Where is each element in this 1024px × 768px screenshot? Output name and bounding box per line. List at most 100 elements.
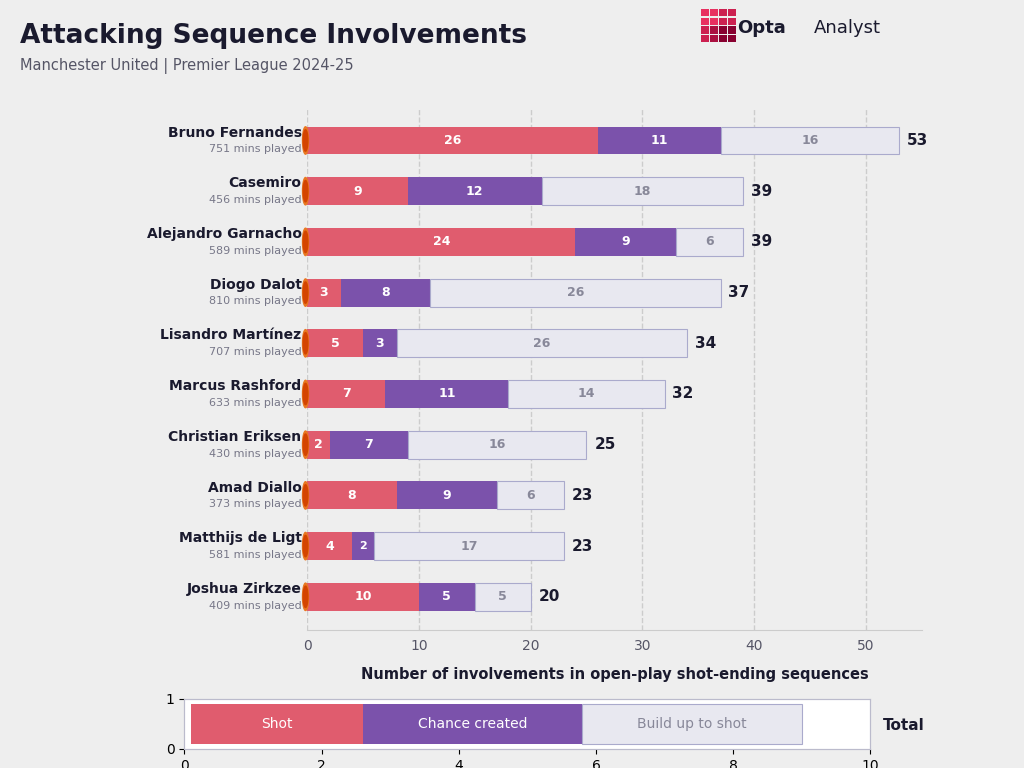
Bar bbox=[711, 18, 718, 25]
Text: 6: 6 bbox=[526, 489, 535, 502]
Text: 24: 24 bbox=[432, 235, 450, 248]
Text: 9: 9 bbox=[442, 489, 452, 502]
Circle shape bbox=[303, 282, 308, 303]
Text: Total: Total bbox=[883, 718, 925, 733]
Text: 5: 5 bbox=[499, 591, 507, 604]
Text: 409 mins played: 409 mins played bbox=[209, 601, 302, 611]
Bar bbox=[542, 177, 742, 205]
Text: 11: 11 bbox=[650, 134, 668, 147]
Text: Opta: Opta bbox=[737, 19, 786, 37]
Text: 17: 17 bbox=[461, 540, 478, 553]
Text: 7: 7 bbox=[365, 439, 373, 451]
X-axis label: Number of involvements in open-play shot-ending sequences: Number of involvements in open-play shot… bbox=[360, 667, 868, 683]
Text: 456 mins played: 456 mins played bbox=[209, 195, 302, 205]
Text: 53: 53 bbox=[907, 133, 929, 148]
Text: Casemiro: Casemiro bbox=[228, 177, 302, 190]
Text: 633 mins played: 633 mins played bbox=[209, 398, 302, 408]
Bar bbox=[676, 228, 742, 256]
Text: 18: 18 bbox=[634, 184, 651, 197]
Text: Analyst: Analyst bbox=[814, 19, 881, 37]
Bar bbox=[721, 127, 899, 154]
Text: 12: 12 bbox=[466, 184, 483, 197]
Circle shape bbox=[302, 228, 308, 256]
Text: 8: 8 bbox=[381, 286, 390, 299]
Bar bbox=[728, 18, 736, 25]
Bar bbox=[430, 279, 721, 306]
Text: Shot: Shot bbox=[261, 717, 293, 731]
Bar bbox=[352, 532, 374, 560]
Text: 25: 25 bbox=[594, 437, 615, 452]
Text: 6: 6 bbox=[706, 235, 714, 248]
Circle shape bbox=[302, 532, 308, 560]
Circle shape bbox=[302, 329, 308, 357]
Text: 2: 2 bbox=[314, 439, 323, 451]
Bar bbox=[711, 9, 718, 16]
Text: Joshua Zirkzee: Joshua Zirkzee bbox=[186, 582, 302, 596]
Bar bbox=[307, 228, 575, 256]
Text: 810 mins played: 810 mins played bbox=[209, 296, 302, 306]
Circle shape bbox=[302, 583, 308, 611]
Bar bbox=[307, 583, 419, 611]
Text: Manchester United | Premier League 2024-25: Manchester United | Premier League 2024-… bbox=[20, 58, 354, 74]
Text: Build up to shot: Build up to shot bbox=[637, 717, 746, 731]
Bar bbox=[408, 177, 542, 205]
Text: 16: 16 bbox=[488, 439, 506, 451]
Circle shape bbox=[302, 482, 308, 509]
Bar bbox=[364, 329, 396, 357]
Text: 14: 14 bbox=[578, 388, 595, 400]
Bar bbox=[728, 35, 736, 42]
Bar bbox=[728, 9, 736, 16]
Bar bbox=[711, 35, 718, 42]
Circle shape bbox=[303, 383, 308, 405]
Circle shape bbox=[302, 127, 308, 154]
Text: 37: 37 bbox=[728, 285, 750, 300]
Text: Lisandro Martínez: Lisandro Martínez bbox=[161, 329, 302, 343]
Bar bbox=[701, 26, 709, 34]
Bar bbox=[728, 26, 736, 34]
Bar bbox=[720, 9, 727, 16]
Bar bbox=[720, 18, 727, 25]
Text: Bruno Fernandes: Bruno Fernandes bbox=[168, 126, 302, 140]
Text: 23: 23 bbox=[572, 538, 593, 554]
Text: 3: 3 bbox=[376, 337, 384, 349]
Bar bbox=[408, 431, 587, 458]
Bar bbox=[508, 380, 665, 408]
Text: Alejandro Garnacho: Alejandro Garnacho bbox=[146, 227, 302, 241]
Bar bbox=[396, 482, 497, 509]
Text: 34: 34 bbox=[695, 336, 716, 351]
Text: Marcus Rashford: Marcus Rashford bbox=[170, 379, 302, 393]
Text: 430 mins played: 430 mins played bbox=[209, 449, 302, 458]
Circle shape bbox=[303, 586, 308, 607]
Bar bbox=[307, 431, 330, 458]
Circle shape bbox=[303, 434, 308, 455]
Text: 26: 26 bbox=[534, 337, 551, 349]
Bar bbox=[307, 329, 364, 357]
Text: 39: 39 bbox=[751, 234, 772, 250]
Text: 26: 26 bbox=[443, 134, 461, 147]
Bar bbox=[307, 532, 352, 560]
Text: 751 mins played: 751 mins played bbox=[209, 144, 302, 154]
Text: Christian Eriksen: Christian Eriksen bbox=[169, 430, 302, 444]
Text: 9: 9 bbox=[353, 184, 361, 197]
Bar bbox=[497, 482, 564, 509]
Bar bbox=[385, 380, 508, 408]
Bar bbox=[307, 279, 341, 306]
Text: 3: 3 bbox=[319, 286, 329, 299]
Circle shape bbox=[303, 231, 308, 253]
Bar bbox=[720, 26, 727, 34]
Text: 581 mins played: 581 mins played bbox=[209, 550, 302, 560]
Text: 32: 32 bbox=[673, 386, 694, 402]
Bar bbox=[711, 26, 718, 34]
Text: 4: 4 bbox=[326, 540, 334, 553]
Bar bbox=[598, 127, 721, 154]
Bar bbox=[396, 329, 687, 357]
Circle shape bbox=[303, 130, 308, 151]
Text: 8: 8 bbox=[347, 489, 356, 502]
Text: 10: 10 bbox=[354, 591, 372, 604]
Circle shape bbox=[302, 177, 308, 205]
Circle shape bbox=[303, 535, 308, 557]
Text: Amad Diallo: Amad Diallo bbox=[208, 481, 302, 495]
Bar bbox=[307, 127, 598, 154]
Bar bbox=[701, 35, 709, 42]
Text: Matthijs de Ligt: Matthijs de Ligt bbox=[178, 531, 302, 545]
